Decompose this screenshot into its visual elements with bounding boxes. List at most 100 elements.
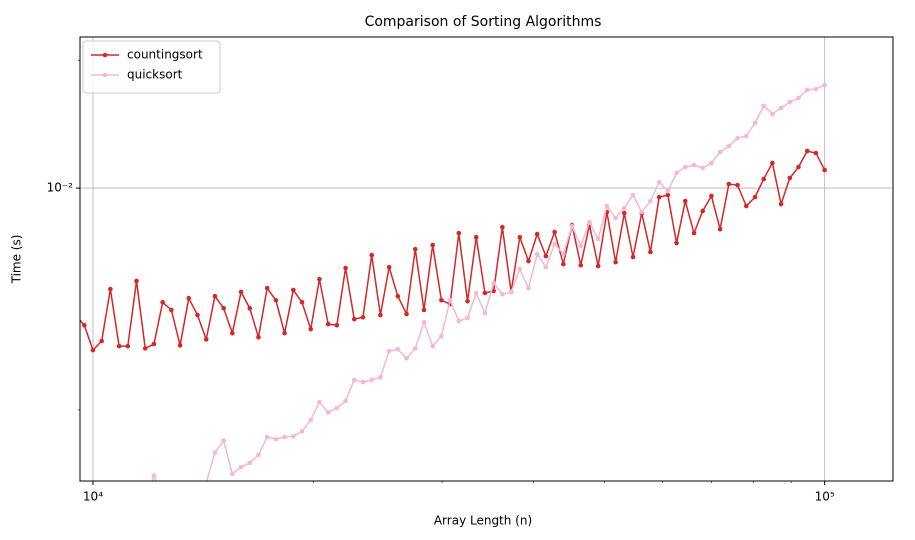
data-point xyxy=(630,254,636,260)
data-point xyxy=(238,464,244,470)
data-point xyxy=(796,164,801,170)
data-point xyxy=(665,192,671,198)
data-point xyxy=(787,175,793,181)
ticks: 10⁴ 10⁵ 10⁻² xyxy=(47,60,835,504)
data-point xyxy=(317,399,322,405)
data-point xyxy=(82,535,87,540)
data-point xyxy=(682,198,688,204)
data-point xyxy=(735,135,740,141)
data-point xyxy=(369,377,375,383)
data-point xyxy=(534,251,540,257)
data-point xyxy=(169,492,174,497)
data-point xyxy=(195,312,200,318)
data-point xyxy=(796,95,801,101)
data-point xyxy=(822,82,827,88)
data-point xyxy=(264,285,270,291)
legend-marker xyxy=(102,72,108,78)
data-point xyxy=(561,261,566,267)
data-point xyxy=(151,473,157,478)
data-point xyxy=(299,429,305,434)
data-point xyxy=(813,150,819,156)
data-point xyxy=(369,252,375,258)
data-point xyxy=(595,263,601,269)
data-point xyxy=(221,305,226,311)
data-point xyxy=(325,321,331,327)
data-point xyxy=(116,343,122,349)
data-point xyxy=(569,223,575,229)
data-point xyxy=(543,264,549,270)
data-point xyxy=(203,337,209,342)
data-point xyxy=(639,209,645,215)
data-point xyxy=(778,201,784,207)
data-point xyxy=(743,203,749,209)
x-tick-label: 10⁵ xyxy=(815,490,835,504)
data-point xyxy=(500,291,505,297)
data-point xyxy=(386,348,392,354)
data-point xyxy=(595,236,601,242)
data-point xyxy=(151,341,157,347)
data-point xyxy=(412,346,418,351)
data-point xyxy=(709,193,714,199)
data-point xyxy=(726,143,732,149)
data-point xyxy=(709,160,714,166)
data-point xyxy=(526,285,531,291)
data-point xyxy=(473,290,479,296)
data-point xyxy=(421,307,427,313)
series-line xyxy=(80,150,826,352)
data-point xyxy=(247,460,253,466)
data-point xyxy=(238,289,244,295)
data-point xyxy=(404,356,409,361)
data-point xyxy=(264,434,270,440)
data-point xyxy=(308,326,314,332)
data-point xyxy=(700,208,705,214)
data-point xyxy=(587,219,592,225)
data-point xyxy=(291,287,296,293)
data-point xyxy=(674,170,679,176)
data-point xyxy=(282,330,287,336)
series-line xyxy=(151,84,825,481)
legend-label: quicksort xyxy=(127,68,183,82)
data-point xyxy=(247,305,253,311)
data-point xyxy=(813,86,819,92)
data-point xyxy=(648,198,653,204)
data-point xyxy=(177,343,183,348)
data-point xyxy=(125,343,131,349)
data-point xyxy=(613,215,618,221)
data-point xyxy=(81,322,87,328)
data-point xyxy=(491,280,496,286)
data-point xyxy=(378,312,383,318)
data-point xyxy=(761,176,766,182)
data-point xyxy=(256,334,261,340)
data-point xyxy=(291,434,296,439)
legend: countingsort quicksort xyxy=(82,40,221,94)
data-point xyxy=(143,502,148,507)
data-point xyxy=(99,338,104,344)
data-point xyxy=(778,105,784,111)
data-point xyxy=(334,405,340,411)
data-point xyxy=(674,240,679,246)
data-point xyxy=(351,377,357,383)
data-point xyxy=(761,103,766,109)
data-point xyxy=(604,203,610,209)
data-point xyxy=(73,313,78,318)
data-point xyxy=(613,259,618,265)
data-point xyxy=(578,262,584,268)
data-point xyxy=(195,484,200,489)
data-point xyxy=(578,243,584,249)
data-point xyxy=(804,87,810,93)
data-point xyxy=(482,310,488,316)
data-point xyxy=(395,346,401,352)
data-point xyxy=(804,148,810,154)
data-point xyxy=(90,347,96,353)
data-point xyxy=(134,278,139,284)
data-point xyxy=(99,529,104,534)
data-point xyxy=(543,253,549,259)
data-point xyxy=(491,288,496,294)
data-point xyxy=(308,417,314,423)
y-tick-label: 10⁻² xyxy=(47,181,74,195)
data-point xyxy=(622,205,627,211)
data-point xyxy=(117,518,122,523)
data-point xyxy=(351,316,357,322)
data-point xyxy=(770,160,775,166)
data-point xyxy=(299,299,305,305)
